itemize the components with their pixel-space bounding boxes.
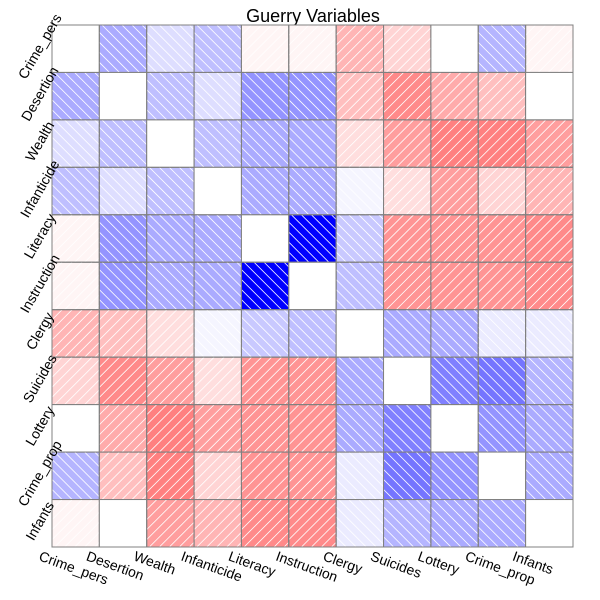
heatmap-cell-clergy-crime_prop xyxy=(477,309,527,358)
heatmap-cell-instruction-clergy xyxy=(335,261,385,311)
heatmap-cell-suicides-suicides xyxy=(383,356,432,406)
heatmap-cell-infants-clergy xyxy=(335,499,385,548)
heatmap-cell-desertion-clergy xyxy=(335,71,385,121)
heatmap-cell-clergy-wealth xyxy=(146,309,195,358)
heatmap-cell-lottery-literacy xyxy=(240,404,290,453)
heatmap-cell-crime_pers-crime_prop xyxy=(477,24,527,73)
heatmap-cell-literacy-crime_prop xyxy=(477,214,527,263)
heatmap-cell-wealth-crime_pers xyxy=(51,119,100,168)
heatmap-cell-lottery-lottery xyxy=(430,404,479,453)
chart-title: Guerry Variables xyxy=(246,6,380,26)
heatmap-cell-lottery-crime_prop xyxy=(477,404,527,453)
heatmap-cell-desertion-wealth xyxy=(146,71,195,121)
heatmap-cell-wealth-lottery xyxy=(430,119,479,168)
column-label-lottery: Lottery xyxy=(416,548,462,578)
heatmap-cell-wealth-wealth xyxy=(146,119,195,168)
heatmap-cell-suicides-literacy xyxy=(240,356,290,406)
heatmap-cell-suicides-lottery xyxy=(430,356,479,406)
heatmap-cell-crime_prop-crime_prop xyxy=(477,451,527,501)
heatmap-cell-lottery-instruction xyxy=(288,404,337,453)
heatmap-cell-crime_prop-crime_pers xyxy=(51,451,100,501)
heatmap-cell-wealth-infants xyxy=(525,119,574,168)
heatmap-cell-infanticide-infanticide xyxy=(193,166,242,216)
heatmap-cell-wealth-clergy xyxy=(335,119,385,168)
heatmap-cell-desertion-infanticide xyxy=(193,71,242,121)
heatmap-cell-lottery-infanticide xyxy=(193,404,242,453)
heatmap-cell-desertion-crime_pers xyxy=(51,71,100,121)
heatmap-cell-clergy-suicides xyxy=(383,309,432,358)
heatmap-cell-infanticide-crime_pers xyxy=(51,166,100,216)
heatmap-cell-lottery-infants xyxy=(525,404,574,453)
heatmap-cell-crime_prop-literacy xyxy=(240,451,290,501)
heatmap-cell-infants-lottery xyxy=(430,499,479,548)
heatmap-cell-crime_pers-desertion xyxy=(98,24,148,73)
heatmap-cell-crime_pers-crime_pers xyxy=(51,24,100,73)
heatmap-cell-infanticide-desertion xyxy=(98,166,148,216)
heatmap-cell-wealth-literacy xyxy=(240,119,290,168)
heatmap-cell-crime_prop-desertion xyxy=(98,451,148,501)
heatmap-cell-literacy-crime_pers xyxy=(51,214,100,263)
heatmap-cell-wealth-suicides xyxy=(383,119,432,168)
heatmap-cell-infants-infanticide xyxy=(193,499,242,548)
heatmap-cell-suicides-crime_pers xyxy=(51,356,100,406)
heatmap-cell-literacy-desertion xyxy=(98,214,148,263)
heatmap-cell-lottery-clergy xyxy=(335,404,385,453)
heatmap-cell-desertion-suicides xyxy=(383,71,432,121)
heatmap-cell-infants-wealth xyxy=(146,499,195,548)
heatmap-cell-suicides-infants xyxy=(525,356,574,406)
heatmap-cell-infants-crime_pers xyxy=(51,499,100,548)
heatmap-cell-instruction-infanticide xyxy=(193,261,242,311)
heatmap-cell-wealth-instruction xyxy=(288,119,337,168)
heatmap-cell-clergy-crime_pers xyxy=(51,309,100,358)
heatmap-cell-literacy-infanticide xyxy=(193,214,242,263)
heatmap-cell-literacy-literacy xyxy=(240,214,290,263)
heatmap-cell-clergy-infants xyxy=(525,309,574,358)
heatmap-cell-desertion-lottery xyxy=(430,71,479,121)
heatmap-cell-crime_prop-wealth xyxy=(146,451,195,501)
heatmap-cell-crime_pers-infanticide xyxy=(193,24,242,73)
heatmap-cell-crime_pers-literacy xyxy=(240,24,290,73)
heatmap-cell-literacy-clergy xyxy=(335,214,385,263)
heatmap-cell-infants-infants xyxy=(525,499,574,548)
heatmap-cell-lottery-crime_pers xyxy=(51,404,100,453)
heatmap-cell-instruction-instruction xyxy=(288,261,337,311)
heatmap-cell-desertion-crime_prop xyxy=(477,71,527,121)
heatmap-cell-crime_pers-wealth xyxy=(146,24,195,73)
heatmap-cell-instruction-wealth xyxy=(146,261,195,311)
heatmap-cell-infants-desertion xyxy=(98,499,148,548)
heatmap-cell-lottery-desertion xyxy=(98,404,148,453)
heatmap-cell-desertion-desertion xyxy=(98,71,148,121)
heatmap-cell-clergy-instruction xyxy=(288,309,337,358)
heatmap-cell-desertion-infants xyxy=(525,71,574,121)
heatmap-cell-crime_prop-clergy xyxy=(335,451,385,501)
heatmap-cell-clergy-clergy xyxy=(335,309,385,358)
heatmap-cell-crime_pers-infants xyxy=(525,24,574,73)
heatmap-cell-crime_pers-lottery xyxy=(430,24,479,73)
heatmap-cell-crime_prop-infants xyxy=(525,451,574,501)
heatmap-cell-instruction-infants xyxy=(525,261,574,311)
heatmap-cell-crime_prop-infanticide xyxy=(193,451,242,501)
heatmap-cell-literacy-infants xyxy=(525,214,574,263)
heatmap-cell-crime_prop-lottery xyxy=(430,451,479,501)
column-label-suicides: Suicides xyxy=(369,548,424,581)
heatmap-cell-lottery-wealth xyxy=(146,404,195,453)
heatmap-cell-infants-crime_prop xyxy=(477,499,527,548)
heatmap-cell-crime_pers-clergy xyxy=(335,24,385,73)
heatmap-cell-lottery-suicides xyxy=(383,404,432,453)
heatmap-cell-instruction-literacy xyxy=(240,261,290,311)
heatmap-cell-infanticide-literacy xyxy=(240,166,290,216)
heatmap-cell-suicides-wealth xyxy=(146,356,195,406)
heatmap-cell-infants-instruction xyxy=(288,499,337,548)
heatmap-cell-infanticide-instruction xyxy=(288,166,337,216)
heatmap-cell-instruction-lottery xyxy=(430,261,479,311)
heatmap-cells xyxy=(51,24,574,548)
